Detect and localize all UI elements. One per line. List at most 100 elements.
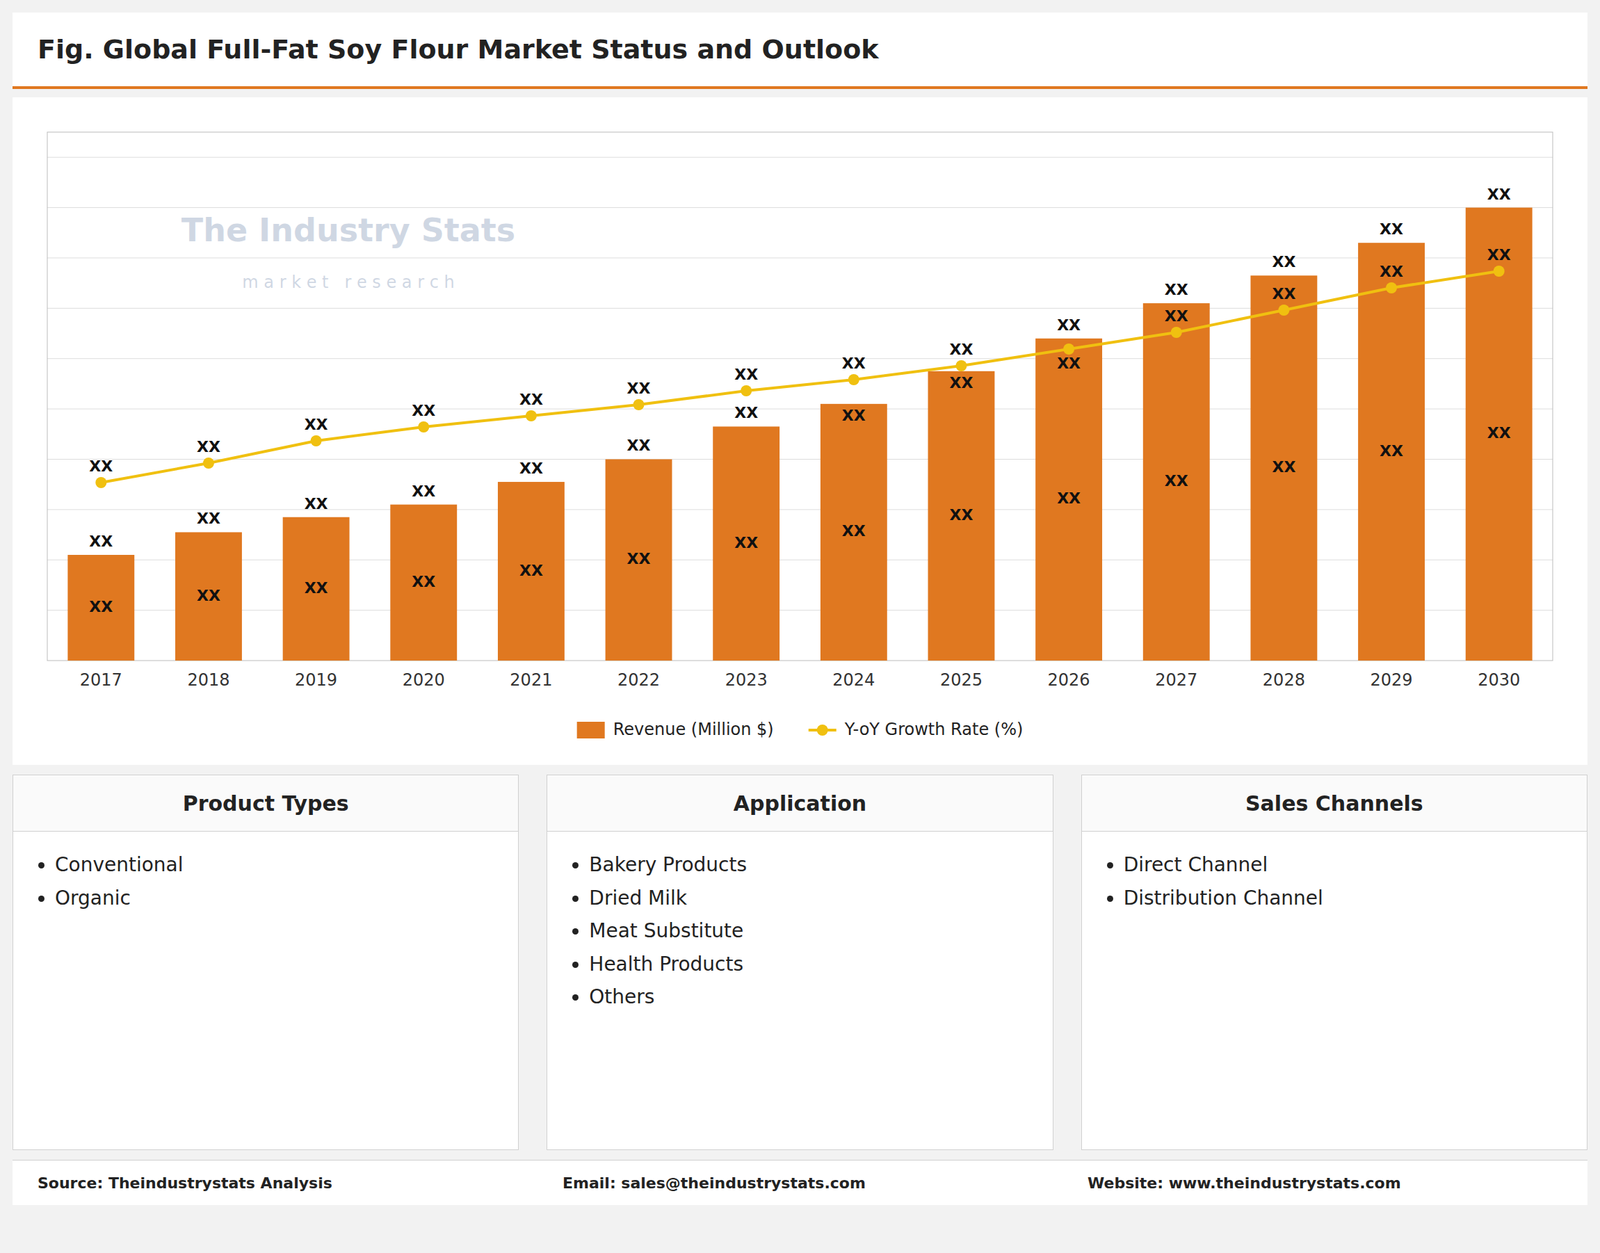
marker <box>955 360 967 372</box>
bar <box>67 554 135 661</box>
data-label: XX <box>1056 316 1081 334</box>
card: Product TypesConventionalOrganic <box>12 774 519 1151</box>
data-label: XX <box>1164 472 1189 490</box>
footer-item: Website: www.theindustrystats.com <box>1062 1174 1588 1192</box>
card-title: Application <box>547 775 1053 832</box>
data-label: XX <box>1056 354 1081 373</box>
marker <box>525 410 537 422</box>
legend: Revenue (Million $) Y-oY Growth Rate (%) <box>577 719 1024 740</box>
data-label: XX <box>1271 285 1296 303</box>
marker <box>203 457 215 469</box>
tick-label: 2024 <box>832 670 875 690</box>
card-item: Distribution Channel <box>1123 881 1587 916</box>
data-label: XX <box>627 550 651 568</box>
data-label: XX <box>1164 280 1189 299</box>
tick-label: 2027 <box>1154 670 1198 690</box>
marker <box>310 435 322 447</box>
grid-line <box>47 609 1553 611</box>
tick-label: 2023 <box>725 670 768 690</box>
chart-panel: The Industry Statsm a r k e t r e s e a … <box>12 97 1588 765</box>
data-label: XX <box>519 561 544 580</box>
tick-label: 2021 <box>509 670 553 690</box>
data-label: XX <box>1164 307 1189 325</box>
card-item: Organic <box>54 881 519 916</box>
legend-label: Y-oY Growth Rate (%) <box>844 719 1024 740</box>
data-label: XX <box>411 401 436 420</box>
tick-label: 2026 <box>1047 670 1091 690</box>
data-label: XX <box>734 534 758 552</box>
data-label: XX <box>89 532 113 551</box>
card-item: Bakery Products <box>588 848 1053 882</box>
grid-line <box>47 308 1553 309</box>
card-list: Direct ChannelDistribution Channel <box>1081 848 1587 915</box>
tick-label: 2022 <box>617 670 660 690</box>
bar <box>820 403 888 661</box>
marker <box>1493 265 1505 277</box>
tick-label: 2029 <box>1369 670 1413 690</box>
data-label: XX <box>411 482 436 500</box>
legend-item: Y-oY Growth Rate (%) <box>808 719 1024 740</box>
tick-label: 2018 <box>187 670 230 690</box>
grid-line <box>47 257 1553 258</box>
data-label: XX <box>1379 442 1404 460</box>
grid-line <box>47 207 1553 208</box>
data-label: XX <box>1271 458 1296 476</box>
card-list: Bakery ProductsDried MilkMeat Substitute… <box>547 848 1053 1014</box>
tick-label: 2019 <box>294 670 338 690</box>
tick-label: 2017 <box>79 670 123 690</box>
grid-line <box>47 559 1553 561</box>
bar <box>390 504 457 661</box>
card-item: Meat Substitute <box>588 914 1053 948</box>
data-label: XX <box>842 522 866 540</box>
marker <box>1063 343 1075 355</box>
data-label: XX <box>627 436 651 455</box>
bar <box>605 458 673 661</box>
marker <box>95 477 107 489</box>
footer-item: Source: Theindustrystats Analysis <box>12 1174 538 1192</box>
card: Application Bakery ProductsDried MilkMeat… <box>546 774 1053 1151</box>
data-label: XX <box>89 457 113 475</box>
data-label: XX <box>949 374 973 392</box>
data-labels: XX XX XX XX XX XX XX XX XX XX XX XX XX XX XX XX XX XX XX XX… <box>89 185 1511 616</box>
marker <box>633 399 645 411</box>
data-label: XX <box>519 390 544 409</box>
data-label: XX <box>519 459 544 478</box>
bar <box>1035 338 1103 661</box>
bar <box>283 517 350 661</box>
marker <box>417 421 430 433</box>
bar <box>175 531 242 661</box>
data-label: XX <box>1379 262 1404 281</box>
card-item: Health Products <box>588 947 1053 982</box>
bar <box>1143 303 1210 661</box>
bar <box>1250 275 1317 661</box>
card-list: ConventionalOrganic <box>13 848 519 915</box>
chart: The Industry Statsm a r k e t r e s e a … <box>12 97 1588 765</box>
data-label: XX <box>304 495 329 513</box>
bar <box>1358 242 1425 661</box>
grid-line <box>47 157 1553 158</box>
card-item: Dried Milk <box>588 881 1053 916</box>
data-label: XX <box>734 403 758 422</box>
data-label: XX <box>949 340 973 359</box>
bar <box>712 426 780 661</box>
tick-label: 2028 <box>1262 670 1306 690</box>
data-label: XX <box>734 365 758 384</box>
legend-label: Revenue (Million $) <box>613 719 774 740</box>
watermark: m a r k e t r e s e a r c h <box>241 272 455 293</box>
grid-line <box>47 358 1553 359</box>
marker <box>740 385 752 397</box>
grid-line <box>47 408 1553 410</box>
title: Fig. Global Full-Fat Soy Flour Market St… <box>12 12 1588 90</box>
card-item: Direct Channel <box>1123 848 1587 882</box>
card-item: Others <box>588 980 1053 1014</box>
marker <box>1170 326 1183 338</box>
tick-label: 2030 <box>1477 670 1521 690</box>
data-label: XX <box>842 354 866 373</box>
legend-item: Revenue (Million $) <box>577 719 774 740</box>
data-label: XX <box>627 379 651 398</box>
data-label: XX <box>1271 253 1296 271</box>
marker <box>1385 282 1397 294</box>
data-label: XX <box>1487 185 1511 204</box>
data-label: XX <box>1379 220 1404 238</box>
data-label: XX <box>1056 489 1081 507</box>
